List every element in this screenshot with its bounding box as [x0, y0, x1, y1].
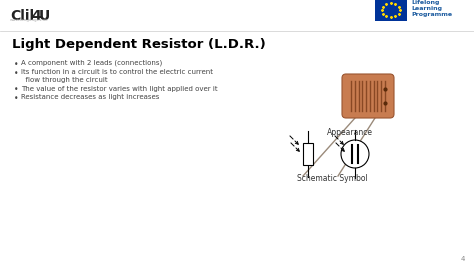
Text: Lifelong: Lifelong: [411, 0, 439, 5]
Text: U: U: [39, 9, 50, 23]
Bar: [303, 143, 313, 165]
Text: www.languages.dk: www.languages.dk: [10, 18, 48, 22]
Text: Clil: Clil: [10, 9, 34, 23]
FancyBboxPatch shape: [342, 74, 394, 118]
Circle shape: [341, 140, 369, 168]
Text: Its function in a circuit is to control the electric current: Its function in a circuit is to control …: [21, 69, 213, 74]
Text: •: •: [14, 85, 18, 94]
Text: 4: 4: [31, 9, 41, 23]
Text: Schematic Symbol: Schematic Symbol: [297, 174, 367, 183]
Text: The value of the resistor varies with light applied over it: The value of the resistor varies with li…: [21, 85, 218, 92]
Text: flow through the circuit: flow through the circuit: [21, 77, 108, 83]
Text: •: •: [14, 94, 18, 103]
Text: •: •: [14, 60, 18, 69]
Text: •: •: [14, 69, 18, 77]
Bar: [375, 0, 407, 21]
Text: Light Dependent Resistor (L.D.R.): Light Dependent Resistor (L.D.R.): [12, 38, 266, 51]
Text: Programme: Programme: [411, 12, 452, 17]
Text: Appearance: Appearance: [327, 128, 373, 137]
Text: A component with 2 leads (connections): A component with 2 leads (connections): [21, 60, 162, 66]
Text: 4: 4: [461, 256, 465, 262]
Text: Learning: Learning: [411, 6, 442, 11]
Text: Resistance decreases as light increases: Resistance decreases as light increases: [21, 94, 159, 100]
